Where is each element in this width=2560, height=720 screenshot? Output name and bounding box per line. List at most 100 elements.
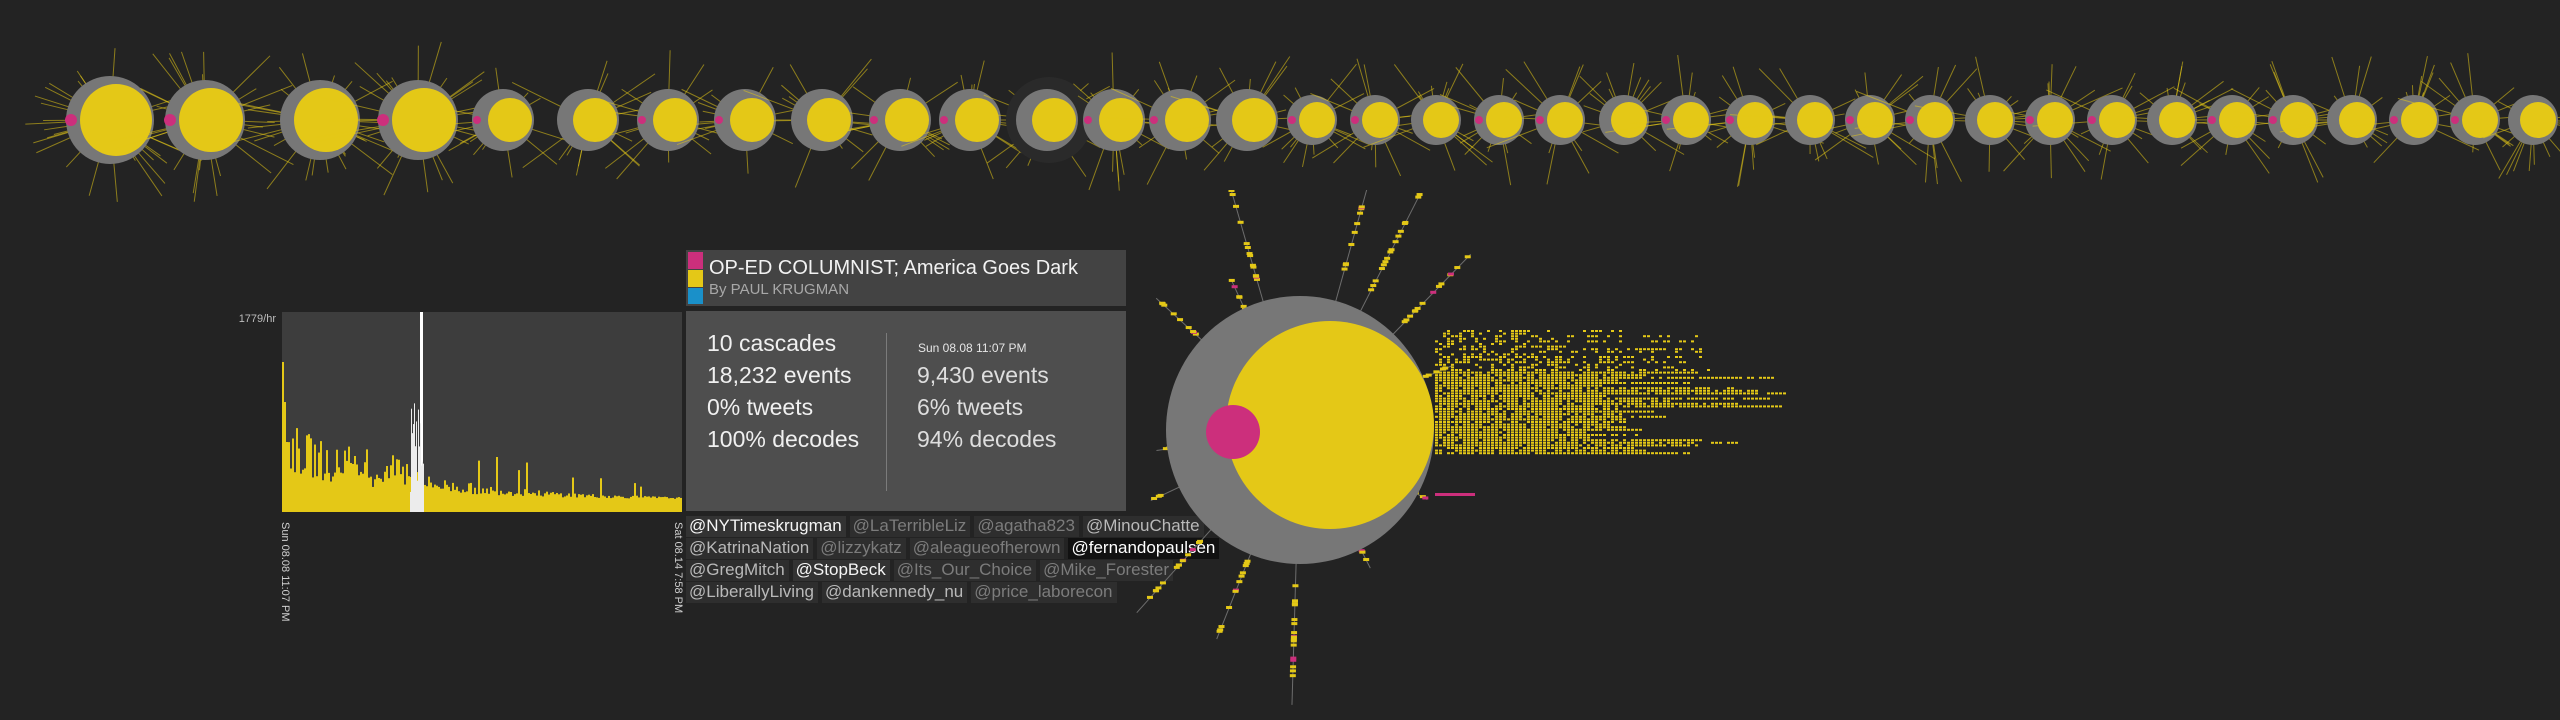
- event-marker: [1491, 436, 1494, 439]
- event-marker: [1507, 353, 1510, 356]
- event-histogram[interactable]: 1779/hr Sun 08.08 11:07 PM Sat 08.14 7:5…: [230, 300, 690, 640]
- event-marker: [1583, 376, 1586, 379]
- event-marker: [1447, 423, 1450, 426]
- cascade-cluster: [1486, 61, 1619, 185]
- tweet-dot: [1475, 116, 1483, 124]
- article-header[interactable]: OP-ED COLUMNIST; America Goes Dark By PA…: [686, 250, 1126, 306]
- event-marker: [1627, 397, 1630, 400]
- event-marker: [1579, 387, 1582, 390]
- cascade-detail-view[interactable]: [1060, 190, 1820, 720]
- user-tag[interactable]: @fernandopaulsen: [1068, 538, 1220, 559]
- event-marker: [1475, 397, 1478, 400]
- event-marker: [1447, 361, 1450, 364]
- event-marker: [1631, 371, 1634, 374]
- event-marker: [1623, 421, 1626, 423]
- event-marker: [1615, 452, 1618, 455]
- tweet-dot: [473, 116, 481, 124]
- event-marker: [1607, 426, 1610, 429]
- event-marker: [1527, 405, 1530, 408]
- event-marker: [1475, 374, 1478, 377]
- event-marker: [1515, 335, 1518, 338]
- event-marker: [1667, 452, 1670, 455]
- event-marker: [1515, 402, 1518, 405]
- event-marker: [1467, 389, 1470, 392]
- event-marker: [1615, 356, 1618, 358]
- event-marker: [1595, 452, 1598, 455]
- event-marker: [1615, 371, 1618, 374]
- histogram-bar: [438, 486, 440, 512]
- event-marker: [1531, 444, 1534, 447]
- user-tag[interactable]: @Mike_Forester: [1040, 560, 1173, 581]
- event-marker: [1623, 397, 1626, 400]
- user-tag[interactable]: @Its_Our_Choice: [893, 560, 1037, 581]
- event-marker: [1551, 392, 1554, 395]
- event-marker: [1487, 410, 1490, 413]
- event-marker: [1615, 428, 1618, 431]
- event-marker: [1503, 441, 1506, 444]
- event-marker: [1603, 379, 1606, 382]
- event-marker: [1159, 302, 1166, 306]
- event-marker: [1479, 389, 1482, 392]
- event-marker: [1587, 335, 1590, 338]
- user-tag[interactable]: @aleagueofherown: [909, 538, 1065, 559]
- event-marker: [1611, 400, 1614, 403]
- user-tag[interactable]: @NYTimeskrugman: [686, 516, 846, 537]
- event-marker: [1357, 211, 1364, 215]
- event-marker: [1563, 397, 1566, 400]
- event-marker: [1292, 584, 1299, 588]
- user-tag[interactable]: @LaTerribleLiz: [849, 516, 971, 537]
- histogram-bar: [294, 472, 296, 512]
- event-marker: [1447, 452, 1450, 455]
- cascade-timeline-strip[interactable]: [0, 0, 2560, 230]
- event-marker: [1495, 441, 1498, 444]
- event-marker: [1439, 413, 1442, 416]
- event-marker: [1747, 392, 1750, 395]
- histogram-bar: [518, 470, 520, 512]
- user-tag[interactable]: @price_laborecon: [971, 582, 1117, 603]
- event-marker: [1491, 408, 1494, 410]
- event-marker: [1435, 408, 1438, 410]
- event-marker: [1531, 421, 1534, 423]
- event-marker: [1515, 389, 1518, 392]
- event-marker: [1571, 392, 1574, 395]
- event-marker: [1435, 363, 1438, 366]
- user-tag[interactable]: @StopBeck: [792, 560, 890, 581]
- event-marker: [1447, 436, 1450, 439]
- event-marker: [1479, 431, 1482, 434]
- event-marker: [1515, 332, 1518, 335]
- event-marker: [1519, 415, 1522, 418]
- event-marker: [1619, 410, 1622, 413]
- event-marker: [1591, 418, 1594, 421]
- histogram-bar: [480, 493, 482, 512]
- histogram-bar: [348, 446, 350, 512]
- user-tag[interactable]: @MinouChatte: [1082, 516, 1204, 537]
- event-marker: [1487, 358, 1490, 361]
- histogram-bar: [498, 495, 500, 512]
- histogram-bars: [282, 312, 682, 512]
- event-marker: [1503, 389, 1506, 392]
- event-marker: [1451, 439, 1454, 442]
- event-marker: [1511, 418, 1514, 421]
- user-tag[interactable]: @KatrinaNation: [686, 538, 814, 559]
- event-marker: [1551, 376, 1554, 379]
- event-marker: [1459, 332, 1462, 335]
- event-marker: [1467, 371, 1470, 374]
- user-tag[interactable]: @LiberallyLiving: [686, 582, 818, 603]
- user-tag[interactable]: @lizzykatz: [817, 538, 906, 559]
- event-marker: [1507, 408, 1510, 410]
- event-marker: [1439, 421, 1442, 423]
- event-marker: [1655, 415, 1658, 418]
- user-tag[interactable]: @dankennedy_nu: [822, 582, 968, 603]
- event-marker: [1503, 447, 1506, 449]
- event-marker: [1447, 415, 1450, 418]
- event-marker: [1599, 402, 1602, 405]
- event-marker: [1487, 387, 1490, 390]
- event-marker: [1487, 426, 1490, 429]
- histogram-bar: [572, 477, 574, 512]
- event-marker: [1439, 348, 1442, 351]
- event-marker: [1755, 389, 1758, 392]
- user-tag[interactable]: @GregMitch: [686, 560, 789, 581]
- event-marker: [1463, 413, 1466, 416]
- event-marker: [1495, 410, 1498, 413]
- user-tag[interactable]: @agatha823: [974, 516, 1079, 537]
